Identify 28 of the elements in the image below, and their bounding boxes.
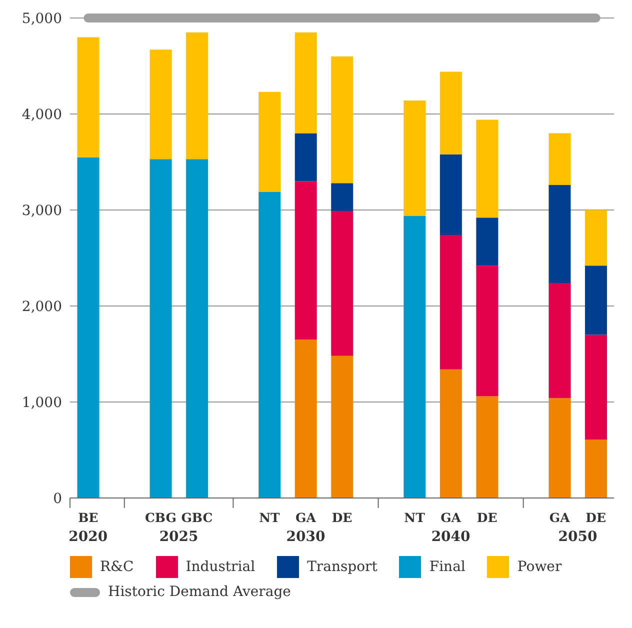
text: 2050 — [558, 529, 598, 545]
y-tick-label: 4,000 — [22, 106, 62, 123]
legend-label: Final — [429, 559, 466, 575]
y-tick-label: 3,000 — [22, 202, 62, 219]
y-tick-label: 0 — [53, 490, 62, 507]
legend-label: Historic Demand Average — [108, 584, 291, 600]
x-tick-label: GA — [440, 510, 462, 525]
x-tick-label: BE — [78, 510, 98, 525]
x-tick-label: GA — [549, 510, 570, 525]
x-tick-label: GBC — [181, 510, 213, 525]
x-tick-label: DE — [476, 510, 498, 525]
text: 2020 — [68, 529, 108, 545]
x-tick-label: GA — [296, 510, 316, 525]
y-tick-label: 1,000 — [22, 394, 62, 411]
text: 2025 — [159, 529, 198, 545]
text: 2030 — [286, 529, 326, 545]
legend-label: Industrial — [186, 559, 256, 575]
legend-label: R&C — [100, 559, 134, 575]
x-tick-label: CBG — [144, 510, 176, 525]
x-tick-label: NT — [404, 510, 426, 525]
text: 2040 — [431, 529, 471, 545]
y-tick-label: 5,000 — [22, 10, 62, 27]
legend-label: Power — [517, 559, 562, 575]
x-tick-label: DE — [332, 510, 352, 525]
x-tick-label: NT — [259, 510, 281, 525]
legend-label: Transport — [307, 559, 378, 575]
y-tick-label: 2,000 — [22, 298, 62, 315]
x-tick-label: DE — [586, 510, 606, 525]
